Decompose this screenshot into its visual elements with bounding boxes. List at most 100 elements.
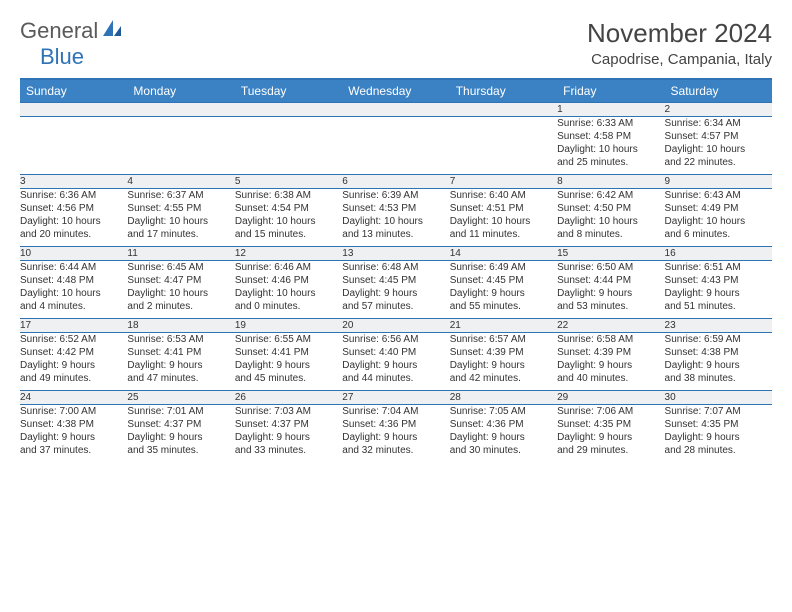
day-number-cell: 6	[342, 175, 449, 189]
day-content-cell: Sunrise: 6:36 AMSunset: 4:56 PMDaylight:…	[20, 189, 127, 247]
cell-line: Daylight: 9 hours	[450, 287, 557, 300]
cell-line: and 32 minutes.	[342, 444, 449, 457]
cell-line: Sunrise: 6:36 AM	[20, 189, 127, 202]
weekday-header: Wednesday	[342, 79, 449, 103]
day-content-cell: Sunrise: 6:37 AMSunset: 4:55 PMDaylight:…	[127, 189, 234, 247]
cell-line: and 51 minutes.	[665, 300, 772, 313]
cell-line: Sunrise: 6:33 AM	[557, 117, 664, 130]
day-number-cell: 26	[235, 391, 342, 405]
day-number-cell: 2	[665, 103, 772, 117]
cell-line: Sunset: 4:58 PM	[557, 130, 664, 143]
cell-line: Sunrise: 7:06 AM	[557, 405, 664, 418]
calendar-table: SundayMondayTuesdayWednesdayThursdayFrid…	[20, 78, 772, 459]
cell-line: Daylight: 9 hours	[665, 287, 772, 300]
day-content-cell: Sunrise: 6:55 AMSunset: 4:41 PMDaylight:…	[235, 333, 342, 391]
weekday-header: Friday	[557, 79, 664, 103]
cell-line: and 49 minutes.	[20, 372, 127, 385]
cell-line: and 33 minutes.	[235, 444, 342, 457]
cell-line: Daylight: 9 hours	[342, 359, 449, 372]
cell-line: Sunset: 4:41 PM	[235, 346, 342, 359]
day-content-cell: Sunrise: 6:45 AMSunset: 4:47 PMDaylight:…	[127, 261, 234, 319]
cell-line: Daylight: 10 hours	[235, 215, 342, 228]
day-content-cell: Sunrise: 6:34 AMSunset: 4:57 PMDaylight:…	[665, 117, 772, 175]
day-number-cell: 23	[665, 319, 772, 333]
cell-line: Sunset: 4:42 PM	[20, 346, 127, 359]
cell-line: Sunset: 4:53 PM	[342, 202, 449, 215]
cell-line: and 2 minutes.	[127, 300, 234, 313]
cell-line: Sunrise: 6:48 AM	[342, 261, 449, 274]
cell-line: and 53 minutes.	[557, 300, 664, 313]
cell-line: Daylight: 9 hours	[20, 431, 127, 444]
day-number-cell: 11	[127, 247, 234, 261]
cell-line: Sunset: 4:39 PM	[557, 346, 664, 359]
day-content-cell: Sunrise: 6:49 AMSunset: 4:45 PMDaylight:…	[450, 261, 557, 319]
cell-line: Sunrise: 6:40 AM	[450, 189, 557, 202]
cell-line: Daylight: 10 hours	[127, 287, 234, 300]
cell-line: Sunset: 4:36 PM	[450, 418, 557, 431]
cell-line: Daylight: 9 hours	[450, 359, 557, 372]
day-number-cell: 5	[235, 175, 342, 189]
day-content-cell: Sunrise: 6:43 AMSunset: 4:49 PMDaylight:…	[665, 189, 772, 247]
day-number-row: 24252627282930	[20, 391, 772, 405]
day-number-row: 10111213141516	[20, 247, 772, 261]
cell-line: Sunset: 4:38 PM	[665, 346, 772, 359]
cell-line: Sunset: 4:35 PM	[665, 418, 772, 431]
cell-line: Daylight: 10 hours	[235, 287, 342, 300]
cell-line: Sunrise: 6:45 AM	[127, 261, 234, 274]
day-number-cell: 19	[235, 319, 342, 333]
cell-line: Sunset: 4:50 PM	[557, 202, 664, 215]
day-number-cell: 10	[20, 247, 127, 261]
cell-line: Sunset: 4:37 PM	[127, 418, 234, 431]
cell-line: Sunrise: 6:58 AM	[557, 333, 664, 346]
day-number-cell: 21	[450, 319, 557, 333]
day-content-cell: Sunrise: 7:00 AMSunset: 4:38 PMDaylight:…	[20, 405, 127, 459]
cell-line: Sunset: 4:36 PM	[342, 418, 449, 431]
cell-line: Daylight: 10 hours	[127, 215, 234, 228]
cell-line: Sunrise: 7:03 AM	[235, 405, 342, 418]
cell-line: Sunset: 4:45 PM	[450, 274, 557, 287]
cell-line: Sunset: 4:45 PM	[342, 274, 449, 287]
day-content-cell: Sunrise: 6:33 AMSunset: 4:58 PMDaylight:…	[557, 117, 664, 175]
day-content-cell: Sunrise: 6:59 AMSunset: 4:38 PMDaylight:…	[665, 333, 772, 391]
day-content-row: Sunrise: 6:44 AMSunset: 4:48 PMDaylight:…	[20, 261, 772, 319]
day-content-cell: Sunrise: 7:05 AMSunset: 4:36 PMDaylight:…	[450, 405, 557, 459]
day-content-row: Sunrise: 6:36 AMSunset: 4:56 PMDaylight:…	[20, 189, 772, 247]
logo: General	[20, 18, 123, 44]
cell-line: and 13 minutes.	[342, 228, 449, 241]
cell-line: Daylight: 10 hours	[342, 215, 449, 228]
cell-line: Sunrise: 6:50 AM	[557, 261, 664, 274]
day-number-cell: 7	[450, 175, 557, 189]
cell-line: Sunrise: 6:39 AM	[342, 189, 449, 202]
cell-line: Sunset: 4:39 PM	[450, 346, 557, 359]
day-number-cell: 4	[127, 175, 234, 189]
cell-line: Sunset: 4:47 PM	[127, 274, 234, 287]
cell-line: Sunrise: 7:01 AM	[127, 405, 234, 418]
cell-line: Sunrise: 7:05 AM	[450, 405, 557, 418]
cell-line: Daylight: 9 hours	[450, 431, 557, 444]
cell-line: and 25 minutes.	[557, 156, 664, 169]
cell-line: and 4 minutes.	[20, 300, 127, 313]
cell-line: Daylight: 9 hours	[342, 431, 449, 444]
cell-line: Sunset: 4:43 PM	[665, 274, 772, 287]
cell-line: Daylight: 10 hours	[665, 215, 772, 228]
cell-line: Daylight: 10 hours	[20, 215, 127, 228]
day-content-cell: Sunrise: 7:03 AMSunset: 4:37 PMDaylight:…	[235, 405, 342, 459]
cell-line: and 35 minutes.	[127, 444, 234, 457]
cell-line: and 40 minutes.	[557, 372, 664, 385]
day-content-cell	[20, 117, 127, 175]
weekday-header: Monday	[127, 79, 234, 103]
cell-line: and 37 minutes.	[20, 444, 127, 457]
day-number-cell: 17	[20, 319, 127, 333]
cell-line: and 55 minutes.	[450, 300, 557, 313]
day-content-cell: Sunrise: 6:42 AMSunset: 4:50 PMDaylight:…	[557, 189, 664, 247]
logo-text-blue: Blue	[40, 44, 84, 69]
cell-line: Daylight: 9 hours	[557, 359, 664, 372]
day-number-cell: 9	[665, 175, 772, 189]
day-number-cell: 3	[20, 175, 127, 189]
cell-line: and 22 minutes.	[665, 156, 772, 169]
weekday-header: Thursday	[450, 79, 557, 103]
header: General November 2024 Capodrise, Campani…	[20, 18, 772, 68]
cell-line: Sunset: 4:46 PM	[235, 274, 342, 287]
cell-line: Sunrise: 6:34 AM	[665, 117, 772, 130]
title-block: November 2024 Capodrise, Campania, Italy	[587, 18, 772, 68]
